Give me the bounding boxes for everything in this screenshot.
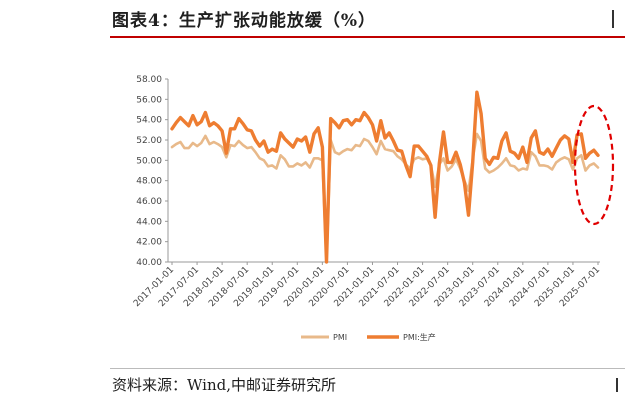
chart-annotation — [573, 104, 615, 226]
chart-series — [170, 90, 600, 264]
y-tick-label: 54.00 — [136, 116, 162, 126]
y-tick-label: 48.00 — [136, 177, 162, 187]
chart-axes: 40.00 42.00 44.00 46.00 48.00 50.00 52.00 54.00… — [132, 75, 602, 309]
chart-title: 图表4：生产扩张动能放缓（%） — [112, 11, 376, 31]
footer-rule — [110, 368, 625, 369]
y-tick-label: 52.00 — [136, 136, 162, 146]
legend-label-pmi: PMI — [333, 333, 347, 342]
y-tick-label: 50.00 — [136, 156, 162, 166]
y-tick-label: 40.00 — [136, 258, 162, 268]
y-tick-label: 44.00 — [136, 217, 162, 227]
y-tick-label: 58.00 — [136, 75, 162, 85]
chart-legend: PMI PMI:生产 — [301, 332, 436, 342]
legend-label-pmi-production: PMI:生产 — [403, 332, 436, 342]
edge-mark-bottom — [616, 378, 624, 392]
y-tick-label: 56.00 — [136, 95, 162, 105]
source-note: 资料来源：Wind,中邮证券研究所 — [112, 376, 336, 394]
title-rule — [110, 36, 625, 38]
series-line-pmi — [170, 132, 600, 264]
y-tick-label: 42.00 — [136, 238, 162, 248]
highlight-ellipse — [573, 104, 615, 226]
edge-mark — [612, 10, 624, 28]
y-tick-label: 46.00 — [136, 197, 162, 207]
series-line-pmi-production — [170, 90, 600, 264]
